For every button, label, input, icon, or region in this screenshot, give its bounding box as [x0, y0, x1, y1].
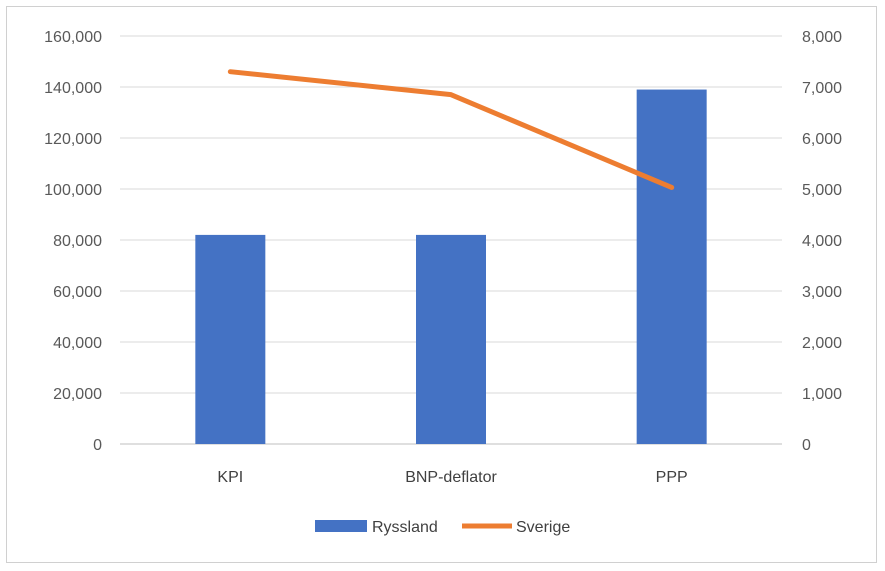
- legend-label-sverige: Sverige: [516, 519, 570, 536]
- right-axis-ticks: 0 1,000 2,000 3,000 4,000 5,000 6,000 7,000 8,00…: [802, 29, 842, 454]
- left-tick-label: 100,000: [44, 182, 102, 199]
- right-tick-label: 6,000: [802, 131, 842, 148]
- right-tick-label: 4,000: [802, 233, 842, 250]
- right-tick-label: 5,000: [802, 182, 842, 199]
- category-axis-labels: KPI BNP-deflator PPP: [217, 469, 687, 486]
- category-label: KPI: [217, 469, 243, 486]
- left-tick-label: 80,000: [53, 233, 102, 250]
- right-tick-label: 7,000: [802, 80, 842, 97]
- right-tick-label: 1,000: [802, 386, 842, 403]
- bar-ppp: [636, 89, 707, 445]
- category-label: BNP-deflator: [405, 469, 497, 486]
- left-tick-label: 120,000: [44, 131, 102, 148]
- line-sverige: [227, 69, 675, 190]
- bar-series-ryssland: [195, 89, 707, 445]
- legend: Ryssland Sverige: [315, 519, 570, 536]
- line-series-sverige: [227, 69, 675, 190]
- left-tick-label: 140,000: [44, 80, 102, 97]
- left-tick-label: 20,000: [53, 386, 102, 403]
- left-tick-label: 0: [93, 437, 102, 454]
- left-tick-label: 40,000: [53, 335, 102, 352]
- bar-kpi: [195, 234, 266, 444]
- right-tick-label: 2,000: [802, 335, 842, 352]
- left-axis-ticks: 0 20,000 40,000 60,000 80,000 100,000 120,000 1…: [44, 29, 102, 454]
- right-tick-label: 0: [802, 437, 811, 454]
- bar-bnp-deflator: [416, 234, 486, 444]
- left-tick-label: 60,000: [53, 284, 102, 301]
- left-tick-label: 160,000: [44, 29, 102, 46]
- category-label: PPP: [656, 469, 688, 486]
- legend-swatch-ryssland: [315, 520, 367, 532]
- right-tick-label: 8,000: [802, 29, 842, 46]
- right-tick-label: 3,000: [802, 284, 842, 301]
- legend-label-ryssland: Ryssland: [372, 519, 438, 536]
